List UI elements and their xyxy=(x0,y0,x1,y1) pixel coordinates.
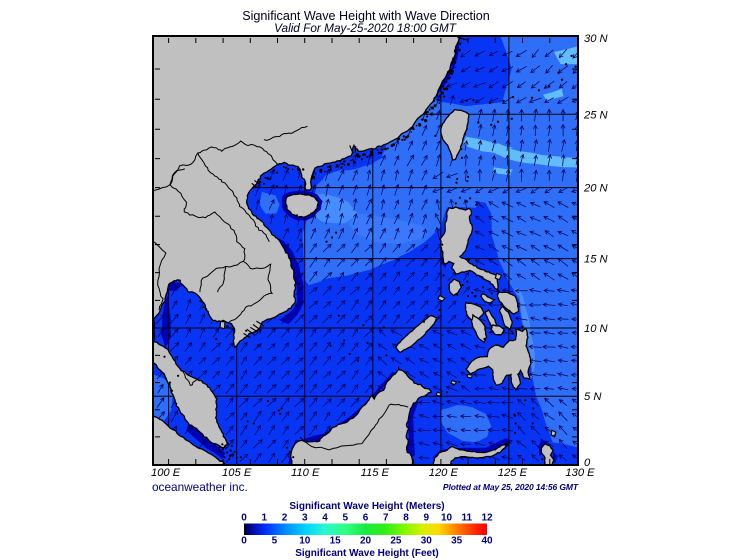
svg-text:35: 35 xyxy=(451,536,463,547)
svg-text:3: 3 xyxy=(302,513,308,524)
svg-text:9: 9 xyxy=(423,513,429,524)
svg-text:5: 5 xyxy=(272,536,278,547)
svg-text:5: 5 xyxy=(342,513,348,524)
svg-text:100 E: 100 E xyxy=(151,467,181,479)
svg-text:25: 25 xyxy=(390,536,402,547)
svg-text:2: 2 xyxy=(282,513,288,524)
svg-text:10: 10 xyxy=(299,536,311,547)
svg-text:oceanweather inc.: oceanweather inc. xyxy=(152,480,248,494)
svg-text:Significant Wave Height (Feet): Significant Wave Height (Feet) xyxy=(295,548,439,559)
svg-text:25 N: 25 N xyxy=(583,109,609,121)
svg-text:10 N: 10 N xyxy=(584,323,609,335)
svg-text:12: 12 xyxy=(481,513,493,524)
svg-text:0: 0 xyxy=(241,513,247,524)
svg-text:30: 30 xyxy=(421,536,433,547)
svg-text:0: 0 xyxy=(241,536,247,547)
svg-text:8: 8 xyxy=(403,513,409,524)
svg-text:11: 11 xyxy=(461,513,472,524)
svg-text:40: 40 xyxy=(481,536,493,547)
svg-text:7: 7 xyxy=(383,513,389,524)
svg-text:120 E: 120 E xyxy=(429,467,459,479)
svg-text:130 E: 130 E xyxy=(565,467,595,479)
svg-text:Significant Wave Height with W: Significant Wave Height with Wave Direct… xyxy=(242,9,490,23)
svg-text:0: 0 xyxy=(584,457,591,469)
svg-text:125 E: 125 E xyxy=(498,467,528,479)
svg-text:5 N: 5 N xyxy=(584,391,602,403)
svg-text:15: 15 xyxy=(330,536,342,547)
svg-text:105 E: 105 E xyxy=(222,467,252,479)
svg-text:1: 1 xyxy=(261,513,267,524)
svg-text:6: 6 xyxy=(363,513,369,524)
svg-text:Plotted at May 25, 2020 14:56: Plotted at May 25, 2020 14:56 GMT xyxy=(443,482,579,492)
svg-text:10: 10 xyxy=(441,513,453,524)
svg-text:20 N: 20 N xyxy=(583,183,609,195)
svg-text:15 N: 15 N xyxy=(584,254,609,266)
svg-text:Significant Wave Height (Meter: Significant Wave Height (Meters) xyxy=(289,501,444,512)
svg-text:30 N: 30 N xyxy=(584,33,609,45)
svg-text:110 E: 110 E xyxy=(291,467,320,479)
svg-text:Valid For May-25-2020 18:00 GM: Valid For May-25-2020 18:00 GMT xyxy=(274,21,457,35)
svg-text:4: 4 xyxy=(322,513,328,524)
svg-text:115 E: 115 E xyxy=(361,467,390,479)
svg-text:20: 20 xyxy=(360,536,372,547)
